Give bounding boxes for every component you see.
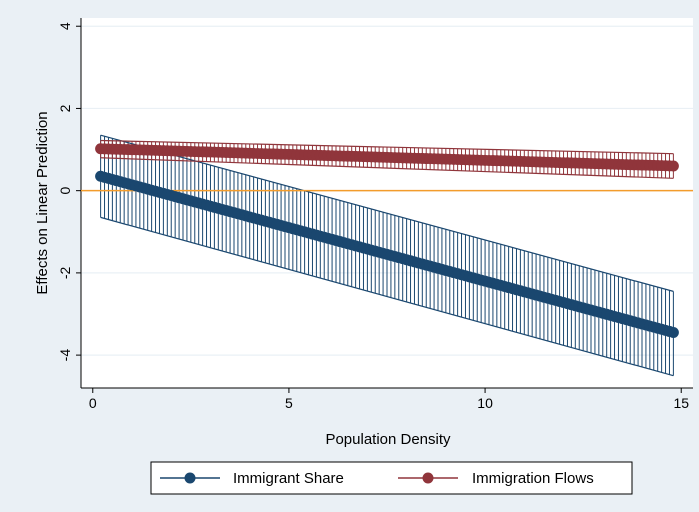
- legend-label-immigrant-share: Immigrant Share: [233, 470, 344, 487]
- x-tick-label: 10: [477, 395, 493, 411]
- y-tick-label: 0: [57, 187, 73, 195]
- x-axis-label: Population Density: [325, 431, 451, 448]
- ci-lower-edge-immigration-flows: [100, 157, 674, 179]
- y-axis-label: Effects on Linear Prediction: [34, 111, 51, 294]
- point-immigration-flows: [667, 160, 679, 172]
- y-tick-label: 4: [57, 22, 73, 30]
- legend: Immigrant Share Immigration Flows: [150, 461, 633, 495]
- plot-area: [81, 18, 693, 388]
- tick-labels: -4 -2 0 2 4 0 5 10 15: [57, 22, 689, 411]
- confidence-interval-edges: [100, 134, 674, 377]
- x-tick-label: 5: [285, 395, 293, 411]
- ci-lower-edge-immigrant-share: [100, 216, 674, 377]
- ci-upper-edge-immigration-flows: [100, 139, 674, 155]
- y-tick-label: 2: [57, 104, 73, 112]
- x-tick-label: 0: [89, 395, 97, 411]
- legend-label-immigration-flows: Immigration Flows: [472, 470, 594, 487]
- x-tick-label: 15: [673, 395, 689, 411]
- y-tick-label: -2: [57, 266, 73, 279]
- legend-marker-immigration-flows: [422, 472, 434, 484]
- legend-marker-immigrant-share: [184, 472, 196, 484]
- point-immigrant-share: [667, 327, 679, 338]
- estimate-markers: [95, 143, 679, 338]
- legend-box: [150, 461, 633, 495]
- axes: [76, 18, 693, 393]
- y-tick-label: -4: [57, 349, 73, 362]
